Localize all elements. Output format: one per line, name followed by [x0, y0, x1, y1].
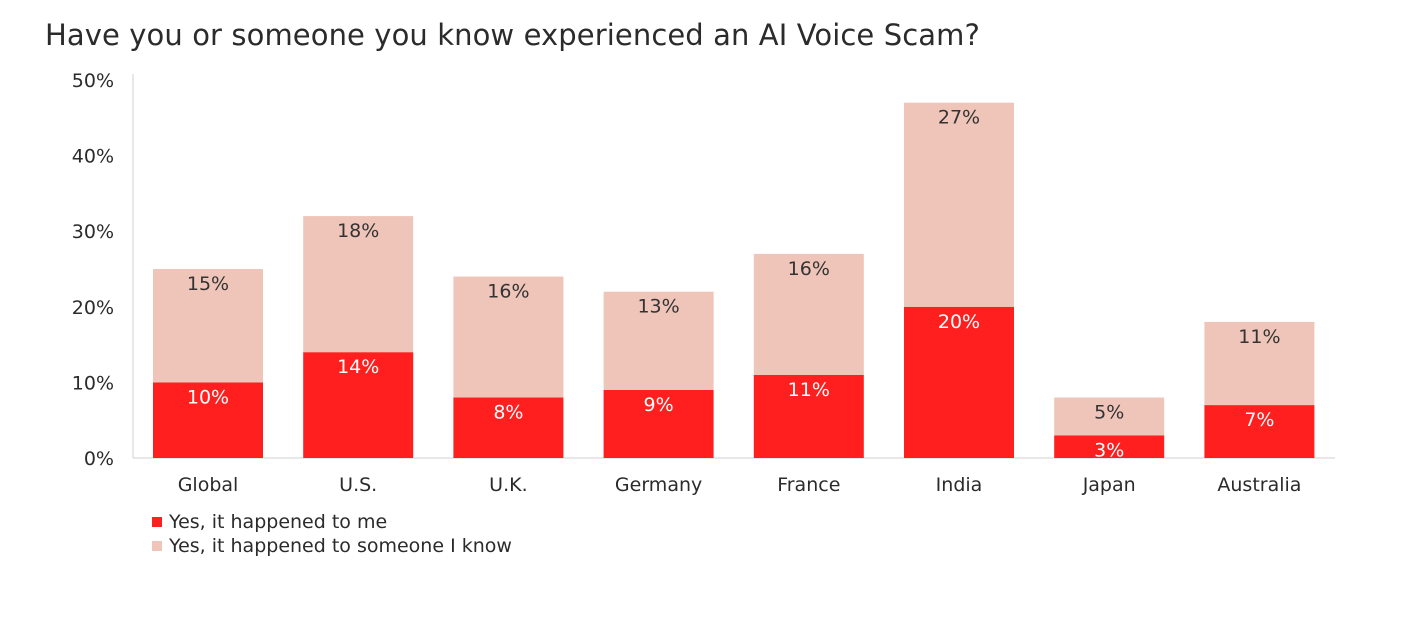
bar-someone: [303, 216, 414, 353]
x-tick-label: India: [936, 474, 983, 496]
bar-someone: [1054, 397, 1165, 436]
legend-label-someone: Yes, it happened to someone I know: [169, 535, 512, 557]
bar-me: [453, 397, 564, 458]
bar-someone: [153, 269, 263, 383]
y-tick-label: 50%: [72, 70, 114, 92]
data-label-someone: 16%: [788, 258, 830, 280]
legend: Yes, it happened to me Yes, it happened …: [152, 510, 512, 558]
legend-swatch-me: [152, 517, 162, 527]
legend-swatch-someone: [152, 541, 162, 551]
bar-someone: [753, 253, 864, 375]
x-tick-label: Global: [178, 474, 239, 496]
x-tick-label: U.S.: [339, 474, 377, 496]
data-label-me: 3%: [1094, 439, 1124, 461]
y-tick-label: 30%: [72, 221, 114, 243]
bar-me: [904, 306, 1014, 458]
data-label-someone: 13%: [637, 296, 679, 318]
bar-me: [1054, 435, 1165, 458]
y-tick-label: 0%: [84, 448, 114, 470]
bar-me: [1204, 405, 1315, 458]
legend-item-someone: Yes, it happened to someone I know: [152, 534, 512, 558]
x-tick-label: Germany: [615, 474, 702, 496]
legend-item-me: Yes, it happened to me: [152, 510, 512, 534]
data-label-me: 11%: [788, 379, 830, 401]
y-tick-label: 20%: [72, 297, 114, 319]
data-label-me: 7%: [1244, 409, 1274, 431]
data-label-me: 10%: [187, 386, 229, 408]
data-label-me: 9%: [644, 394, 674, 416]
chart-axes: 0% 10% 20% 30% 40% 50% Global U.S. U.K. Germany Fr…: [72, 70, 1335, 496]
data-label-someone: 15%: [187, 273, 229, 295]
legend-label-me: Yes, it happened to me: [169, 511, 388, 533]
chart-title: Have you or someone you know experienced…: [45, 18, 980, 52]
data-label-someone: 27%: [938, 107, 980, 129]
chart-bars: [153, 102, 1315, 458]
x-tick-label: France: [777, 474, 840, 496]
x-tick-label: U.K.: [489, 474, 527, 496]
y-tick-label: 40%: [72, 146, 114, 168]
bar-someone: [1204, 321, 1315, 406]
data-label-someone: 5%: [1094, 402, 1124, 424]
data-label-me: 14%: [337, 356, 379, 378]
bar-me: [303, 352, 414, 458]
data-label-someone: 11%: [1238, 326, 1280, 348]
bar-me: [153, 382, 263, 458]
bar-me: [753, 374, 864, 458]
bar-someone: [904, 102, 1014, 307]
bar-someone: [453, 276, 564, 398]
x-tick-label: Japan: [1082, 474, 1136, 496]
bar-me: [603, 389, 714, 458]
data-label-me: 20%: [938, 311, 980, 333]
chart-labels: 10% 15% 14% 18% 8% 16% 9% 13% 11% 16% 20% 27% 3% 5% 7%…: [187, 107, 1281, 462]
x-tick-label: Australia: [1217, 474, 1301, 496]
bar-someone: [603, 291, 714, 390]
data-label-someone: 18%: [337, 220, 379, 242]
y-tick-label: 10%: [72, 372, 114, 394]
data-label-someone: 16%: [487, 281, 529, 303]
data-label-me: 8%: [493, 402, 523, 424]
